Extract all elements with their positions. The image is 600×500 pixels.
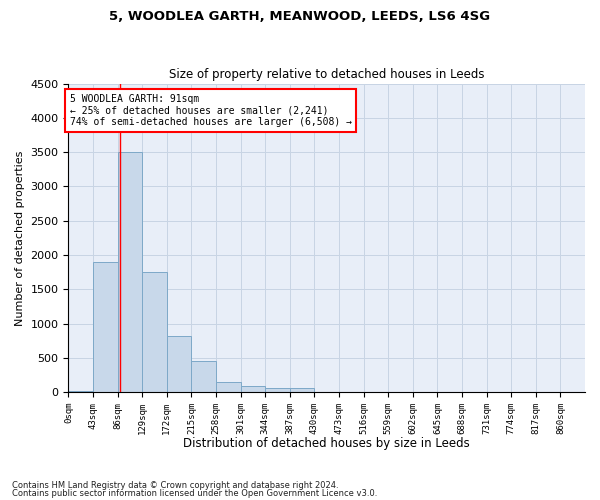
Bar <box>241 386 265 392</box>
Bar <box>290 388 314 392</box>
X-axis label: Distribution of detached houses by size in Leeds: Distribution of detached houses by size … <box>184 437 470 450</box>
Bar <box>68 390 93 392</box>
Y-axis label: Number of detached properties: Number of detached properties <box>15 150 25 326</box>
Text: Contains public sector information licensed under the Open Government Licence v3: Contains public sector information licen… <box>12 488 377 498</box>
Bar <box>93 262 118 392</box>
Text: Contains HM Land Registry data © Crown copyright and database right 2024.: Contains HM Land Registry data © Crown c… <box>12 481 338 490</box>
Bar <box>142 272 167 392</box>
Bar <box>118 152 142 392</box>
Text: 5 WOODLEA GARTH: 91sqm
← 25% of detached houses are smaller (2,241)
74% of semi-: 5 WOODLEA GARTH: 91sqm ← 25% of detached… <box>70 94 352 127</box>
Bar <box>191 362 216 392</box>
Text: 5, WOODLEA GARTH, MEANWOOD, LEEDS, LS6 4SG: 5, WOODLEA GARTH, MEANWOOD, LEEDS, LS6 4… <box>109 10 491 23</box>
Bar <box>216 382 241 392</box>
Title: Size of property relative to detached houses in Leeds: Size of property relative to detached ho… <box>169 68 484 81</box>
Bar <box>167 336 191 392</box>
Bar <box>265 388 290 392</box>
